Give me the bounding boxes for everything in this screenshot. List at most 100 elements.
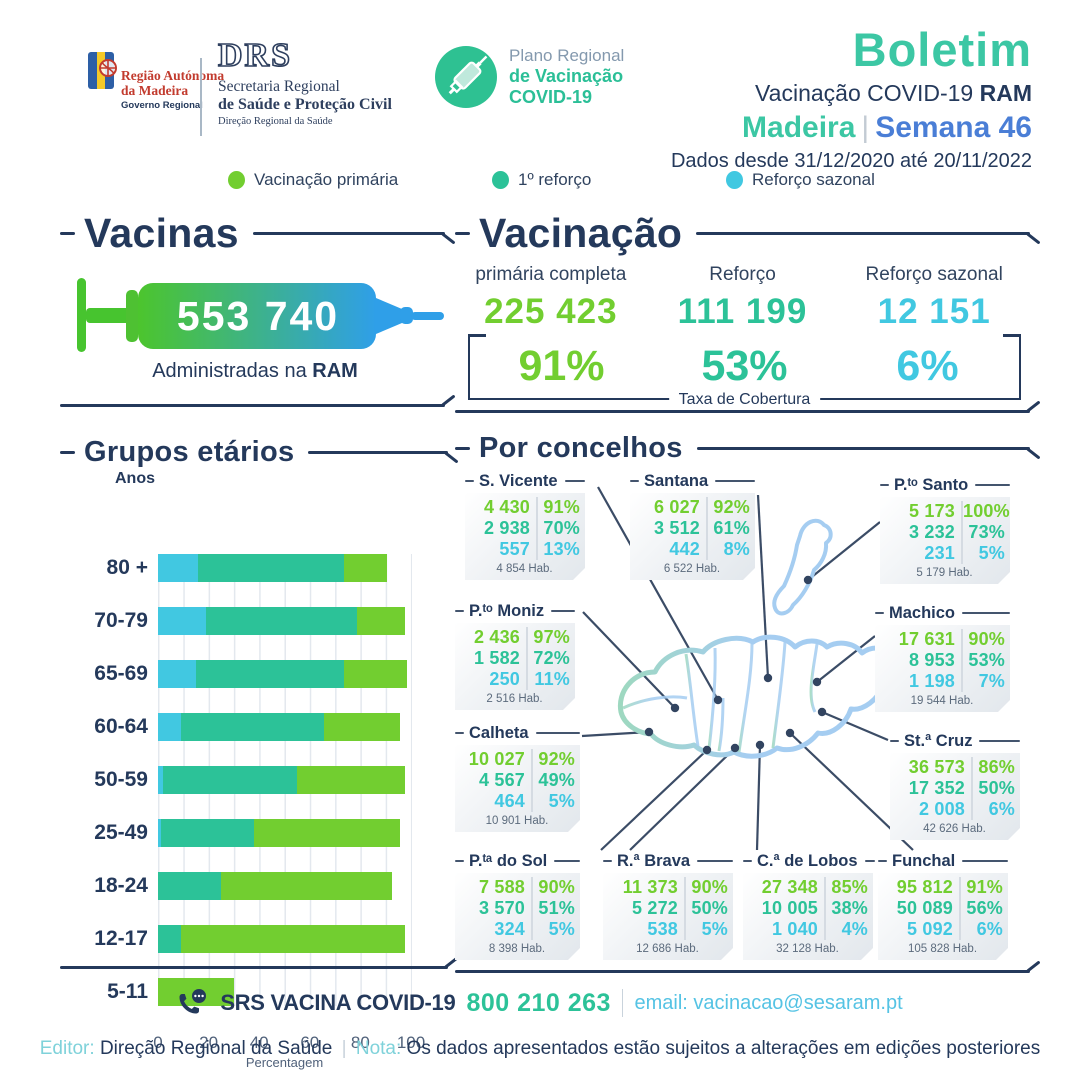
age-bar bbox=[158, 819, 410, 847]
title-hook bbox=[455, 732, 464, 734]
teal-segment bbox=[198, 554, 345, 582]
boost-count: 4 567 bbox=[459, 770, 533, 791]
title-hook bbox=[875, 612, 884, 614]
concelho-box-camara-de-lobos: C.ª de Lobos 27 348 85% 10 005 38% 1 040 4%… bbox=[743, 851, 875, 960]
seasonal-count: 1 040 bbox=[747, 919, 826, 940]
title-line bbox=[697, 860, 733, 862]
boost-count: 10 005 bbox=[747, 898, 826, 919]
population: 42 626 Hab. bbox=[923, 823, 986, 835]
cyan-segment bbox=[158, 766, 164, 794]
boost-pct: 50% bbox=[978, 778, 1015, 798]
legend-label: 1º reforço bbox=[518, 170, 592, 189]
municipality-borders bbox=[622, 641, 819, 753]
seasonal-count: 2 008 bbox=[894, 799, 973, 820]
subtitle-ram: RAM bbox=[979, 80, 1032, 106]
coverage-bracket: 91% 53% 6% Taxa de Cobertura bbox=[468, 334, 1021, 409]
age-bar-row: 50-59 bbox=[60, 766, 448, 794]
primary-pct: 91% bbox=[543, 497, 580, 517]
madeira-flag-icon bbox=[88, 52, 117, 89]
legend-label: Reforço sazonal bbox=[752, 170, 875, 189]
concelho-name: P.ᵗᵒ Santo bbox=[894, 475, 969, 494]
age-bar-row: 60-64 bbox=[60, 713, 448, 741]
teal-segment bbox=[195, 660, 345, 688]
age-groups-title: Grupos etários bbox=[84, 436, 295, 468]
primary-pct: 92% bbox=[538, 749, 575, 769]
caption-text: Administradas na bbox=[152, 360, 313, 382]
syringe-graphic: 553 740 bbox=[77, 278, 444, 352]
vacinacao-title: Vacinação bbox=[479, 210, 683, 256]
population: 4 854 Hab. bbox=[496, 563, 553, 575]
contact-email: email: vacinacao@sesaram.pt bbox=[634, 991, 903, 1014]
concelho-name: P.ᵗᵒ Moniz bbox=[469, 601, 545, 620]
boost-pct: 56% bbox=[966, 898, 1003, 918]
teal-segment bbox=[160, 819, 254, 847]
boost-pct: 53% bbox=[968, 650, 1005, 670]
vacinacao-labels: primária completa 225 423 Reforço 111 19… bbox=[455, 264, 1030, 332]
age-label: 5-11 bbox=[107, 980, 148, 1003]
age-bar-row: 25-49 bbox=[60, 819, 448, 847]
primary-count: 17 631 bbox=[879, 629, 963, 650]
seasonal-count: 1 198 bbox=[879, 671, 963, 692]
seasonal-pct: 13% bbox=[543, 539, 580, 559]
age-label: 12-17 bbox=[94, 927, 148, 950]
hotline-number: 800 210 263 bbox=[466, 988, 611, 1017]
hotline-label: SRS VACINA COVID-19 bbox=[220, 990, 456, 1015]
seasonal-pct: 4% bbox=[841, 919, 868, 939]
age-axis-unit: Anos bbox=[115, 470, 155, 487]
col-value-boost: 111 199 bbox=[677, 292, 808, 331]
population: 8 398 Hab. bbox=[488, 943, 546, 955]
connector-lines bbox=[581, 486, 914, 851]
seasonal-pct: 5% bbox=[548, 919, 575, 939]
boost-pct: 70% bbox=[543, 518, 580, 538]
seasonal-pct: 5% bbox=[701, 919, 728, 939]
legend-dot-boost bbox=[492, 171, 509, 189]
age-bar bbox=[158, 872, 410, 900]
footer-divider bbox=[621, 989, 624, 1017]
teal-segment bbox=[158, 872, 221, 900]
primary-count: 2 436 bbox=[459, 627, 528, 648]
boost-pct: 61% bbox=[713, 518, 750, 538]
age-bar bbox=[158, 660, 410, 688]
seasonal-pct: 8% bbox=[723, 539, 750, 559]
title-line bbox=[715, 480, 755, 482]
primary-pct: 85% bbox=[831, 877, 868, 897]
green-segment bbox=[180, 925, 405, 953]
teal-segment bbox=[180, 713, 325, 741]
population: 12 686 Hab. bbox=[636, 943, 699, 955]
seasonal-count: 442 bbox=[634, 539, 708, 560]
concelho-name: C.ª de Lobos bbox=[757, 851, 858, 870]
heading-line bbox=[696, 447, 1030, 450]
boost-count: 3 570 bbox=[459, 898, 533, 919]
primary-pct: 100% bbox=[963, 501, 1010, 521]
editor-note-line: Editor: Direção Regional da Saúde | Nota… bbox=[0, 1038, 1080, 1060]
seasonal-count: 557 bbox=[469, 539, 538, 560]
heading-line bbox=[252, 232, 445, 235]
population: 6 522 Hab. bbox=[663, 563, 721, 575]
ram-name-line1: Região Autónoma bbox=[121, 68, 225, 83]
age-chart-rows: 80 + 70-79 65-69 60-64 50-59 25-49 18-24 12-17 5… bbox=[60, 554, 448, 1006]
cyan-segment bbox=[158, 713, 181, 741]
seasonal-pct: 5% bbox=[978, 543, 1005, 563]
ram-gov-label: Governo Regional bbox=[121, 100, 203, 111]
population: 19 544 Hab. bbox=[910, 695, 974, 707]
concelho-name: St.ª Cruz bbox=[904, 731, 973, 750]
green-segment bbox=[253, 819, 400, 847]
concelho-box-porto-santo: P.ᵗᵒ Santo 5 173 100% 3 232 73% 231 5% 5 17… bbox=[880, 476, 1010, 584]
porto-santo-outline bbox=[772, 518, 833, 616]
primary-count: 27 348 bbox=[747, 877, 826, 898]
note-text: Os dados apresentados estão sujeitos a a… bbox=[406, 1038, 1041, 1059]
pct-primary: 91% bbox=[518, 341, 605, 390]
age-bar bbox=[158, 554, 410, 582]
seasonal-pct: 5% bbox=[548, 791, 575, 811]
ram-logo: Região Autónoma da Madeira Governo Regio… bbox=[88, 52, 263, 111]
green-segment bbox=[324, 713, 400, 741]
seasonal-pct: 11% bbox=[534, 669, 570, 689]
page-title: Boletim bbox=[852, 23, 1032, 76]
population: 10 901 Hab. bbox=[485, 815, 549, 827]
title-hook bbox=[455, 860, 464, 862]
seasonal-count: 324 bbox=[459, 919, 533, 940]
legend-dot-seasonal bbox=[726, 171, 743, 189]
col-label-seasonal: Reforço sazonal bbox=[865, 264, 1003, 285]
boost-count: 3 232 bbox=[884, 522, 963, 543]
title-line bbox=[962, 612, 1010, 614]
